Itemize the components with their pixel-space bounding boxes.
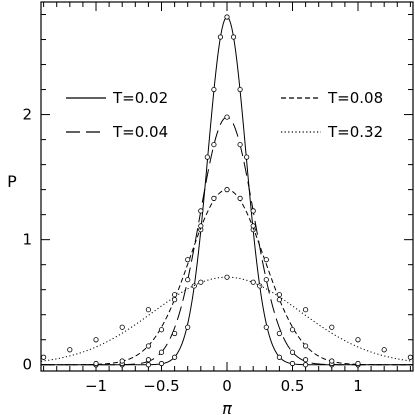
y-axis-label: P bbox=[7, 172, 17, 191]
data-point bbox=[302, 307, 309, 313]
data-point bbox=[145, 362, 152, 368]
tick-labels: −1 −0.5 0 0.5 1 0 1 2 bbox=[22, 106, 362, 395]
legend-item-T=0.04: T=0.04 bbox=[66, 123, 168, 141]
data-point bbox=[250, 208, 256, 214]
data-point bbox=[41, 354, 47, 360]
data-point bbox=[244, 154, 250, 160]
data-point bbox=[211, 86, 217, 93]
data-point bbox=[119, 324, 125, 330]
data-point bbox=[329, 358, 335, 364]
series-T=0.32 bbox=[40, 274, 414, 362]
data-point bbox=[67, 347, 73, 353]
series-T=0.04 bbox=[41, 114, 413, 368]
data-point bbox=[237, 195, 243, 201]
series-layer bbox=[40, 14, 414, 368]
data-point bbox=[224, 274, 230, 280]
data-point bbox=[158, 327, 165, 333]
legend-label: T=0.04 bbox=[112, 123, 168, 141]
series-T=0.08 bbox=[40, 187, 414, 367]
minor-ticks bbox=[41, 2, 413, 371]
data-point bbox=[185, 257, 191, 263]
data-point bbox=[119, 358, 125, 364]
series-line bbox=[41, 116, 413, 366]
data-point bbox=[224, 187, 230, 193]
plot-frame bbox=[40, 1, 414, 372]
data-point bbox=[185, 277, 191, 283]
data-point bbox=[172, 297, 178, 303]
major-ticks bbox=[41, 2, 413, 371]
x-tick-label: 1 bbox=[353, 377, 363, 395]
data-point bbox=[302, 362, 309, 368]
data-point bbox=[211, 195, 217, 201]
data-point bbox=[158, 360, 165, 367]
data-point bbox=[172, 354, 178, 360]
data-point bbox=[263, 257, 269, 263]
data-point bbox=[224, 114, 230, 120]
legend-item-T=0.02: T=0.02 bbox=[66, 89, 168, 107]
data-point bbox=[355, 360, 361, 367]
data-point bbox=[276, 330, 282, 337]
data-point bbox=[145, 307, 152, 313]
x-tick-label: 0 bbox=[222, 377, 232, 395]
data-point bbox=[407, 354, 413, 360]
y-tick-label: 1 bbox=[22, 231, 32, 249]
data-point bbox=[198, 279, 204, 285]
legend: T=0.02 T=0.04 T=0.08 T=0.32 bbox=[66, 89, 383, 141]
data-point bbox=[145, 343, 152, 349]
data-point bbox=[302, 357, 309, 363]
data-point bbox=[204, 154, 210, 160]
data-point bbox=[289, 327, 296, 333]
data-point bbox=[93, 337, 99, 343]
y-tick-label: 2 bbox=[22, 106, 32, 124]
data-point bbox=[302, 343, 309, 349]
data-point bbox=[289, 349, 296, 355]
legend-label: T=0.08 bbox=[327, 89, 383, 107]
data-point bbox=[172, 330, 178, 337]
x-tick-label: −1 bbox=[85, 377, 107, 395]
legend-label: T=0.32 bbox=[327, 123, 383, 141]
data-point bbox=[250, 223, 256, 229]
data-point bbox=[276, 354, 282, 360]
data-point bbox=[237, 86, 243, 93]
data-point bbox=[263, 277, 269, 283]
x-axis-label: π bbox=[222, 399, 232, 415]
y-tick-label: 0 bbox=[22, 356, 32, 374]
data-point bbox=[198, 223, 204, 229]
data-point bbox=[172, 292, 178, 298]
data-point bbox=[355, 337, 361, 343]
data-point bbox=[276, 297, 282, 303]
legend-label: T=0.02 bbox=[112, 89, 168, 107]
data-point bbox=[145, 357, 152, 363]
data-point bbox=[224, 14, 230, 20]
data-point bbox=[381, 347, 387, 353]
legend-item-T=0.32: T=0.32 bbox=[281, 123, 383, 141]
series-line bbox=[40, 276, 414, 362]
data-point bbox=[93, 360, 99, 367]
x-tick-label: −0.5 bbox=[143, 377, 179, 395]
data-point bbox=[211, 141, 217, 148]
data-point bbox=[185, 324, 191, 330]
data-point bbox=[217, 34, 224, 40]
data-point bbox=[230, 34, 237, 40]
data-point bbox=[237, 141, 243, 148]
data-point bbox=[198, 208, 204, 214]
legend-item-T=0.08: T=0.08 bbox=[281, 89, 383, 107]
data-point bbox=[250, 279, 256, 285]
data-point bbox=[276, 292, 282, 298]
data-point bbox=[263, 324, 269, 330]
data-point bbox=[158, 349, 165, 355]
x-tick-label: 0.5 bbox=[281, 377, 305, 395]
data-point bbox=[289, 360, 296, 367]
data-point bbox=[329, 324, 335, 330]
